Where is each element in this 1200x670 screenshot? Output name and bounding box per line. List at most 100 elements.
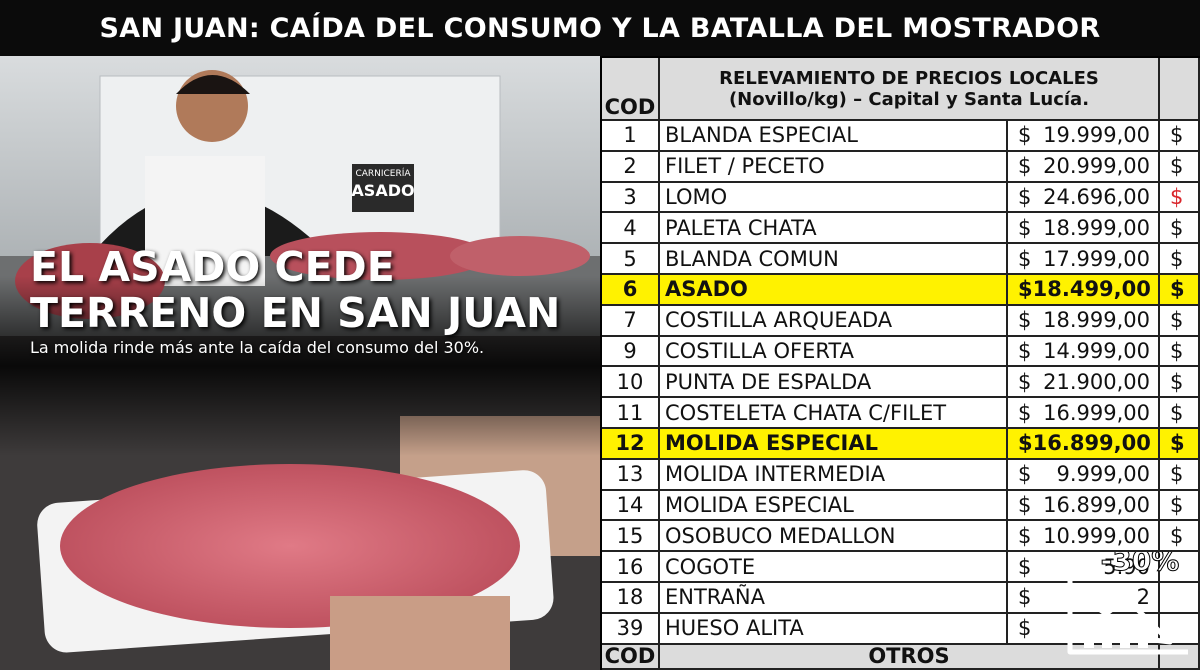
header-title-line: RELEVAMIENTO DE PRECIOS LOCALES (719, 67, 1099, 89)
row-code: 13 (602, 459, 660, 491)
price-price: 9.999,00 (1056, 462, 1150, 487)
price-currency: $ (1018, 123, 1032, 148)
row-code: 11 (602, 398, 660, 429)
price-currency: $ (1018, 492, 1032, 517)
row-extra: $ (1160, 367, 1200, 399)
row-price: $20.999,00 (1008, 151, 1160, 183)
headline-line: EL ASADO CEDE (30, 243, 395, 291)
price-price: 2 (1136, 585, 1150, 610)
page-title: SAN JUAN: CAÍDA DEL CONSUMO Y LA BATALLA… (0, 0, 1200, 56)
row-name: COSTELETA CHATA C/FILET (660, 398, 1008, 429)
row-code: 10 (602, 367, 660, 399)
row-code: 9 (602, 336, 660, 368)
row-code: 15 (602, 521, 660, 553)
row-name: LOMO (660, 182, 1008, 214)
badge-label: -30% (1101, 552, 1180, 577)
row-extra: $ (1160, 459, 1200, 491)
row-price: $18.999,00 (1008, 305, 1160, 337)
row-code: 7 (602, 305, 660, 337)
header-title: RELEVAMIENTO DE PRECIOS LOCALES (Novillo/… (660, 58, 1160, 121)
price-price: 20.999,00 (1043, 154, 1150, 179)
row-extra: $ (1160, 213, 1200, 245)
decline-badge: -30% (1067, 552, 1188, 655)
price-currency: $ (1018, 338, 1032, 363)
price-price: 10.999,00 (1043, 523, 1150, 548)
row-price: $16.899,00 (1008, 490, 1160, 522)
price-price: 17.999,00 (1043, 246, 1150, 271)
row-price: $24.696,00 (1008, 182, 1160, 214)
row-code: 6 (602, 275, 660, 306)
row-price: $18.499,00 (1008, 275, 1160, 306)
row-extra: $ (1160, 151, 1200, 183)
price-currency: $ (1018, 246, 1032, 271)
row-code: 5 (602, 244, 660, 275)
price-price: 24.696,00 (1043, 184, 1150, 209)
row-extra: $ (1160, 398, 1200, 429)
price-price: 14.999,00 (1043, 338, 1150, 363)
price-price: 16.899,00 (1043, 492, 1150, 517)
row-extra: $ (1160, 429, 1200, 460)
sign-label: CARNICERÍA (355, 167, 411, 179)
row-name: FILET / PECETO (660, 151, 1008, 183)
row-extra (1160, 552, 1200, 583)
footer-label: OTROS (660, 644, 1160, 670)
header-title-line: (Novillo/kg) – Capital y Santa Lucía. (728, 88, 1090, 110)
price-price: 18.999,00 (1043, 308, 1150, 333)
price-currency: $ (1018, 154, 1032, 179)
row-price: $9.999,00 (1008, 459, 1160, 491)
row-price: $5.90 (1008, 552, 1160, 583)
row-price: $16.999,00 (1008, 398, 1160, 429)
row-name: COGOTE (660, 552, 1008, 583)
price-currency: $ (1018, 400, 1032, 425)
row-name: BLANDA COMUN (660, 244, 1008, 275)
row-price: $18.999,00 (1008, 213, 1160, 245)
row-price: $16.899,00 (1008, 429, 1160, 460)
price-price: 16.899,00 (1032, 431, 1151, 456)
price-currency: $ (1018, 554, 1032, 579)
row-name: BLANDA ESPECIAL (660, 121, 1008, 152)
price-table: COD RELEVAMIENTO DE PRECIOS LOCALES (Novil… (602, 58, 1200, 670)
row-price: $17.999,00 (1008, 244, 1160, 275)
price-currency: $ (1018, 277, 1033, 302)
headline-line: TERRENO EN SAN JUAN (30, 289, 561, 337)
row-extra: $ (1160, 275, 1200, 306)
row-extra: $ (1160, 244, 1200, 275)
row-code: 14 (602, 490, 660, 522)
row-price: $14.999,00 (1008, 336, 1160, 368)
price-currency: $ (1018, 616, 1032, 641)
row-extra: $ (1160, 521, 1200, 553)
row-extra: $ (1160, 490, 1200, 522)
price-price: 19.999,00 (1043, 123, 1150, 148)
price-price: 21.900,00 (1043, 369, 1150, 394)
row-name: MOLIDA ESPECIAL (660, 429, 1008, 460)
price-currency: $ (1018, 431, 1033, 456)
header-extra (1160, 58, 1200, 121)
row-code: 2 (602, 151, 660, 183)
header-cod: COD (602, 58, 660, 121)
sign-label: ASADO (351, 181, 414, 200)
row-code: 4 (602, 213, 660, 245)
price-currency: $ (1018, 462, 1032, 487)
price-price: 16.999,00 (1043, 400, 1150, 425)
row-extra: $ (1160, 336, 1200, 368)
row-extra: $ (1160, 305, 1200, 337)
price-currency: $ (1018, 523, 1032, 548)
row-price: $19.999,00 (1008, 121, 1160, 152)
photo-panel: CARNICERÍA ASADO (0, 56, 600, 670)
row-extra (1160, 613, 1200, 645)
headline: EL ASADO CEDE TERRENO EN SAN JUAN (30, 244, 560, 336)
price-currency: $ (1018, 369, 1032, 394)
row-name: MOLIDA ESPECIAL (660, 490, 1008, 522)
row-price: $2 (1008, 583, 1160, 614)
row-name: HUESO ALITA (660, 613, 1008, 645)
row-extra: $ (1160, 182, 1200, 214)
row-code: 18 (602, 583, 660, 614)
row-name: COSTILLA OFERTA (660, 336, 1008, 368)
row-name: COSTILLA ARQUEADA (660, 305, 1008, 337)
row-name: MOLIDA INTERMEDIA (660, 459, 1008, 491)
row-name: OSOBUCO MEDALLON (660, 521, 1008, 553)
row-code: 12 (602, 429, 660, 460)
price-price: 5.90 (1103, 554, 1150, 579)
price-price: 18.999,00 (1043, 215, 1150, 240)
